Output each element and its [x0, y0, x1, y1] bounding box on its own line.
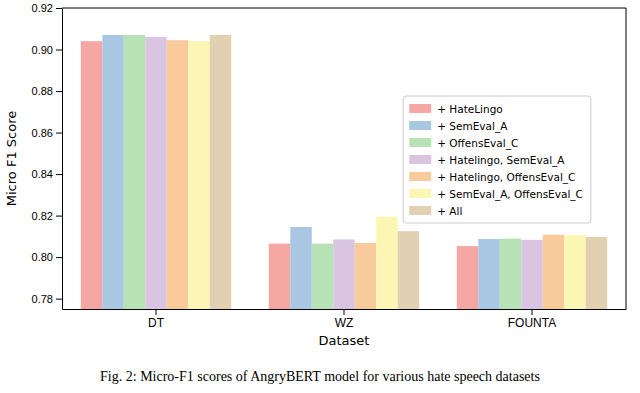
y-tick-mark [56, 216, 62, 217]
y-tick-mark [56, 133, 62, 134]
frame [62, 8, 626, 9]
legend-label: + SemEval_A, OffensEval_C [437, 188, 583, 201]
x-tick-mark [156, 309, 157, 315]
bar [124, 35, 145, 309]
y-axis: 0.78 0.80 0.82 0.84 0.86 0.88 0.90 0.92 [32, 2, 63, 309]
legend-box [403, 96, 591, 223]
y-tick-label: 0.88 [32, 85, 53, 97]
y-tick-label: 0.92 [32, 2, 53, 14]
legend-item: + HateLingo [409, 103, 503, 115]
x-tick: DT [148, 309, 165, 330]
y-tick-label: 0.90 [32, 44, 53, 56]
legend-swatch [409, 121, 431, 130]
legend-swatch [409, 189, 431, 198]
legend-label: + OffensEval_C [437, 137, 518, 150]
y-axis-title: Micro F1 Score [4, 111, 19, 206]
x-tick-label: FOUNTA [508, 316, 556, 330]
x-axis-title: Dataset [319, 333, 370, 348]
bar [478, 239, 499, 309]
legend-swatch [409, 172, 431, 181]
y-tick: 0.90 [32, 44, 62, 56]
y-tick: 0.92 [32, 2, 62, 14]
bar [312, 244, 333, 309]
legend-item: + OffensEval_C [409, 137, 518, 150]
y-tick: 0.86 [32, 127, 62, 139]
y-tick: 0.78 [32, 293, 62, 305]
legend-item: + Hatelingo, OffensEval_C [409, 171, 575, 184]
y-tick: 0.88 [32, 85, 62, 97]
y-tick: 0.82 [32, 210, 62, 222]
y-tick: 0.84 [32, 168, 62, 180]
y-tick-mark [56, 257, 62, 258]
legend-label: + Hatelingo, OffensEval_C [437, 171, 575, 184]
bar [188, 41, 209, 309]
bars [81, 35, 607, 309]
y-tick-mark [56, 91, 62, 92]
bar [376, 217, 397, 309]
legend-label: + HateLingo [437, 103, 503, 115]
bar [145, 37, 166, 309]
legend-label: + Hatelingo, SemEval_A [437, 154, 565, 167]
x-tick: FOUNTA [508, 309, 556, 330]
legend-item: + SemEval_A [409, 120, 508, 133]
x-axis: DT WZ FOUNTA [63, 309, 627, 330]
legend: + HateLingo + SemEval_A + OffensEval_C + Ha… [403, 96, 591, 223]
bar [290, 227, 311, 309]
x-tick-mark [532, 309, 533, 315]
x-tick-label: DT [148, 316, 165, 330]
y-tick-label: 0.78 [32, 293, 53, 305]
legend-swatch [409, 104, 431, 113]
bar [543, 235, 564, 309]
legend-label: + SemEval_A [437, 120, 508, 133]
bar [355, 243, 376, 309]
bar [500, 239, 521, 309]
x-tick: WZ [335, 309, 354, 330]
legend-label: + All [437, 205, 462, 217]
bar [269, 244, 290, 309]
y-tick-mark [56, 50, 62, 51]
y-axis-line [62, 9, 63, 310]
y-tick-mark [56, 8, 62, 9]
legend-swatch [409, 138, 431, 147]
x-tick-mark [344, 309, 345, 315]
legend-item: + All [409, 205, 462, 217]
y-tick-mark [56, 174, 62, 175]
plot: 0.78 0.80 0.82 0.84 0.86 0.88 0.90 0.92 DT WZ FOUN… [32, 2, 627, 330]
y-tick-label: 0.84 [32, 168, 53, 180]
bar [210, 35, 231, 309]
bar [102, 35, 123, 309]
y-tick-label: 0.80 [32, 251, 53, 263]
legend-item: + SemEval_A, OffensEval_C [409, 188, 583, 201]
bar [167, 40, 188, 309]
x-tick-label: WZ [335, 316, 354, 330]
legend-item: + Hatelingo, SemEval_A [409, 154, 565, 167]
y-tick-mark [56, 299, 62, 300]
bar [586, 237, 607, 309]
legend-swatch [409, 206, 431, 215]
bar [333, 239, 354, 309]
title: Fig. 2: Micro-F1 scores of AngryBERT mod… [100, 369, 540, 384]
bar [81, 41, 102, 309]
legend-swatch [409, 155, 431, 164]
bar [398, 231, 419, 309]
y-tick-label: 0.82 [32, 210, 53, 222]
y-tick-label: 0.86 [32, 127, 53, 139]
frame [626, 8, 627, 309]
bar [457, 246, 478, 309]
chart: 0.78 0.80 0.82 0.84 0.86 0.88 0.90 0.92 DT WZ FOUN… [0, 0, 640, 393]
y-tick: 0.80 [32, 251, 62, 263]
bar [521, 240, 542, 309]
bar [564, 235, 585, 309]
